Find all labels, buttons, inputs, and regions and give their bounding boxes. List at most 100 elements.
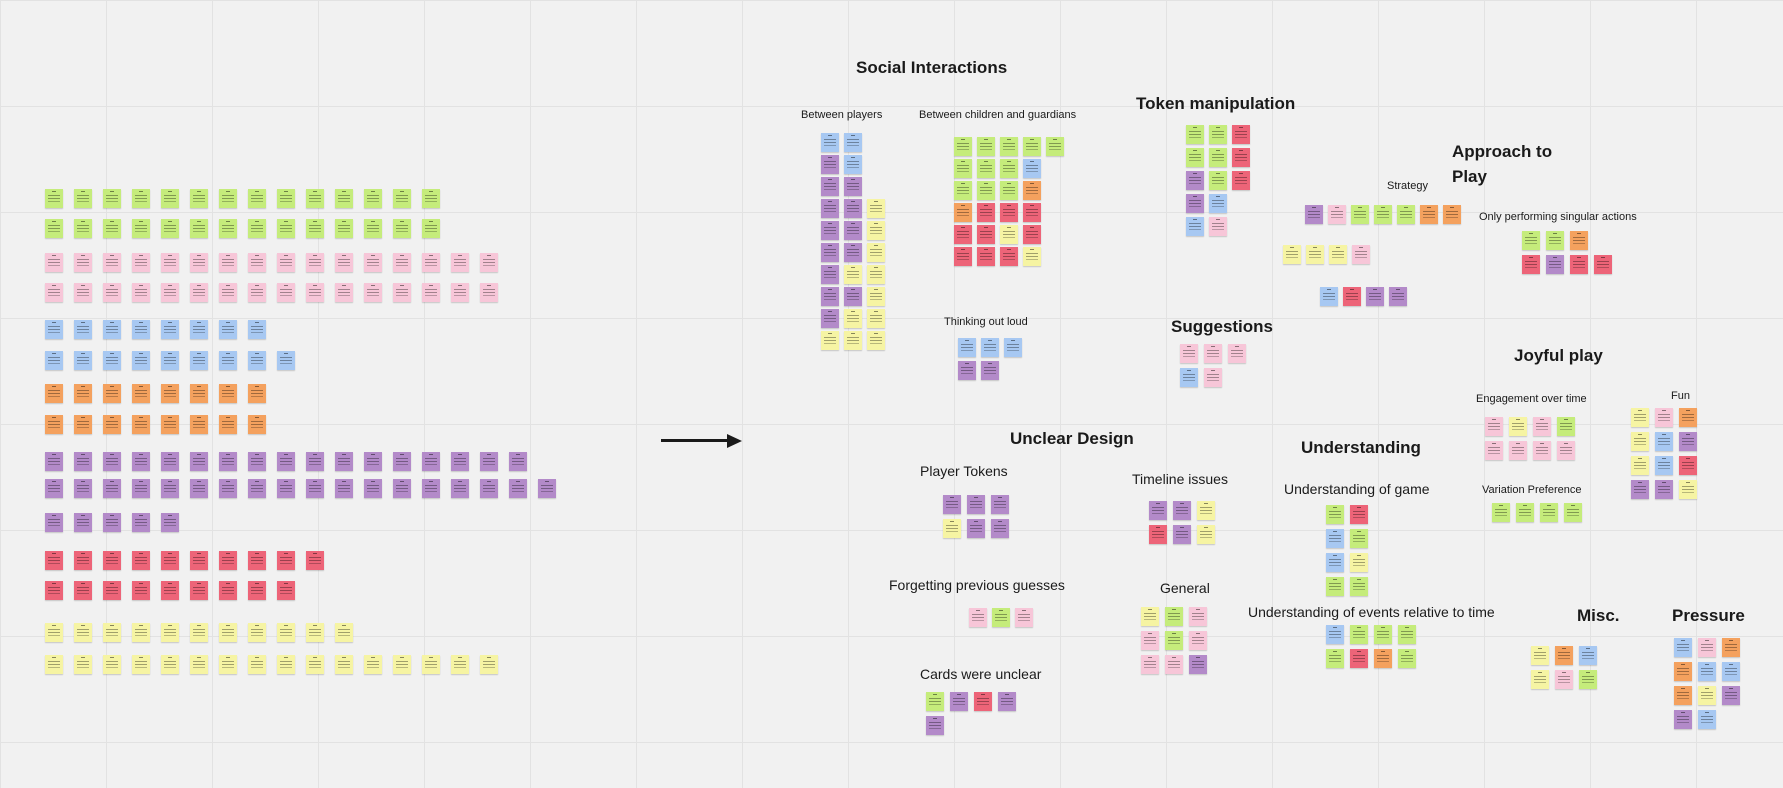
- sticky-note-pink[interactable]: [74, 253, 92, 272]
- sticky-note-pink[interactable]: [451, 283, 469, 302]
- subheading-understanding-of-game[interactable]: Understanding of game: [1284, 481, 1430, 497]
- sticky-note-yellow[interactable]: [867, 309, 885, 328]
- sticky-note-green[interactable]: [45, 189, 63, 208]
- sticky-note-red[interactable]: [977, 247, 995, 266]
- sticky-note-yellow[interactable]: [1197, 501, 1215, 520]
- sticky-note-yellow[interactable]: [393, 655, 411, 674]
- sticky-note-purple[interactable]: [1366, 287, 1384, 306]
- sticky-note-red[interactable]: [161, 581, 179, 600]
- sticky-note-green[interactable]: [1398, 649, 1416, 668]
- sticky-note-yellow[interactable]: [867, 199, 885, 218]
- sticky-note-orange[interactable]: [103, 415, 121, 434]
- sticky-note-yellow[interactable]: [103, 623, 121, 642]
- sticky-note-orange[interactable]: [190, 415, 208, 434]
- sticky-note-pink[interactable]: [335, 253, 353, 272]
- sticky-note-pink[interactable]: [1204, 368, 1222, 387]
- sticky-note-yellow[interactable]: [1306, 245, 1324, 264]
- sticky-note-blue[interactable]: [1698, 662, 1716, 681]
- sticky-note-yellow[interactable]: [1531, 670, 1549, 689]
- sticky-note-purple[interactable]: [45, 479, 63, 498]
- sticky-note-purple[interactable]: [821, 265, 839, 284]
- sticky-note-green[interactable]: [1564, 503, 1582, 522]
- sticky-note-yellow[interactable]: [74, 655, 92, 674]
- sticky-note-orange[interactable]: [1374, 649, 1392, 668]
- sticky-note-pink[interactable]: [393, 253, 411, 272]
- sticky-note-green[interactable]: [248, 189, 266, 208]
- sticky-note-yellow[interactable]: [132, 623, 150, 642]
- sticky-note-purple[interactable]: [161, 479, 179, 498]
- sticky-note-blue[interactable]: [219, 320, 237, 339]
- sticky-note-pink[interactable]: [74, 283, 92, 302]
- sticky-note-red[interactable]: [1023, 225, 1041, 244]
- sticky-note-purple[interactable]: [844, 177, 862, 196]
- sticky-note-orange[interactable]: [161, 415, 179, 434]
- sticky-note-purple[interactable]: [422, 452, 440, 471]
- sticky-note-red[interactable]: [45, 581, 63, 600]
- sticky-note-green[interactable]: [977, 181, 995, 200]
- sticky-note-purple[interactable]: [219, 452, 237, 471]
- sticky-note-purple[interactable]: [393, 452, 411, 471]
- sticky-note-red[interactable]: [1232, 148, 1250, 167]
- sticky-note-yellow[interactable]: [248, 623, 266, 642]
- sticky-note-blue[interactable]: [844, 155, 862, 174]
- heading-approach-to-play-line2[interactable]: Play: [1452, 167, 1487, 186]
- subheading-timeline-issues[interactable]: Timeline issues: [1132, 471, 1228, 487]
- sticky-note-green[interactable]: [306, 219, 324, 238]
- sticky-note-blue[interactable]: [248, 320, 266, 339]
- sticky-note-yellow[interactable]: [867, 265, 885, 284]
- sticky-note-green[interactable]: [306, 189, 324, 208]
- sticky-note-purple[interactable]: [821, 287, 839, 306]
- sticky-note-green[interactable]: [248, 219, 266, 238]
- sticky-note-yellow[interactable]: [1023, 247, 1041, 266]
- sticky-note-green[interactable]: [103, 189, 121, 208]
- sticky-note-yellow[interactable]: [1698, 686, 1716, 705]
- subheading-player-tokens[interactable]: Player Tokens: [920, 463, 1008, 479]
- sticky-note-purple[interactable]: [844, 199, 862, 218]
- sticky-note-yellow[interactable]: [1679, 480, 1697, 499]
- sticky-note-pink[interactable]: [1141, 655, 1159, 674]
- subheading-between-children-guardians[interactable]: Between children and guardians: [919, 109, 1077, 121]
- sticky-note-green[interactable]: [335, 219, 353, 238]
- sticky-note-blue[interactable]: [161, 320, 179, 339]
- sticky-note-orange[interactable]: [219, 415, 237, 434]
- sticky-note-yellow[interactable]: [1329, 245, 1347, 264]
- sticky-note-yellow[interactable]: [821, 331, 839, 350]
- sticky-note-yellow[interactable]: [45, 623, 63, 642]
- sticky-note-purple[interactable]: [74, 452, 92, 471]
- sticky-note-orange[interactable]: [45, 384, 63, 403]
- sticky-note-yellow[interactable]: [844, 331, 862, 350]
- sticky-note-pink[interactable]: [277, 283, 295, 302]
- sticky-note-yellow[interactable]: [1631, 456, 1649, 475]
- sticky-note-pink[interactable]: [103, 253, 121, 272]
- sticky-note-purple[interactable]: [277, 479, 295, 498]
- sticky-note-blue[interactable]: [132, 351, 150, 370]
- sticky-note-red[interactable]: [1000, 203, 1018, 222]
- sticky-note-green[interactable]: [1374, 205, 1392, 224]
- sticky-note-orange[interactable]: [1420, 205, 1438, 224]
- sticky-note-purple[interactable]: [991, 519, 1009, 538]
- sticky-note-orange[interactable]: [103, 384, 121, 403]
- sticky-note-red[interactable]: [103, 551, 121, 570]
- sticky-note-green[interactable]: [1186, 148, 1204, 167]
- sticky-note-pink[interactable]: [1165, 655, 1183, 674]
- sticky-note-pink[interactable]: [306, 253, 324, 272]
- sticky-note-orange[interactable]: [132, 415, 150, 434]
- sticky-note-blue[interactable]: [1186, 217, 1204, 236]
- sticky-note-pink[interactable]: [1698, 638, 1716, 657]
- sticky-note-red[interactable]: [219, 551, 237, 570]
- sticky-note-yellow[interactable]: [422, 655, 440, 674]
- sticky-note-green[interactable]: [1351, 205, 1369, 224]
- sticky-note-green[interactable]: [103, 219, 121, 238]
- sticky-note-pink[interactable]: [1141, 631, 1159, 650]
- sticky-note-purple[interactable]: [1173, 501, 1191, 520]
- sticky-note-orange[interactable]: [74, 415, 92, 434]
- sticky-note-green[interactable]: [954, 181, 972, 200]
- sticky-note-green[interactable]: [954, 137, 972, 156]
- sticky-note-yellow[interactable]: [190, 655, 208, 674]
- sticky-note-pink[interactable]: [45, 283, 63, 302]
- sticky-note-green[interactable]: [1209, 125, 1227, 144]
- sticky-note-green[interactable]: [393, 219, 411, 238]
- sticky-note-blue[interactable]: [1674, 638, 1692, 657]
- sticky-note-pink[interactable]: [1485, 417, 1503, 436]
- sticky-note-green[interactable]: [74, 219, 92, 238]
